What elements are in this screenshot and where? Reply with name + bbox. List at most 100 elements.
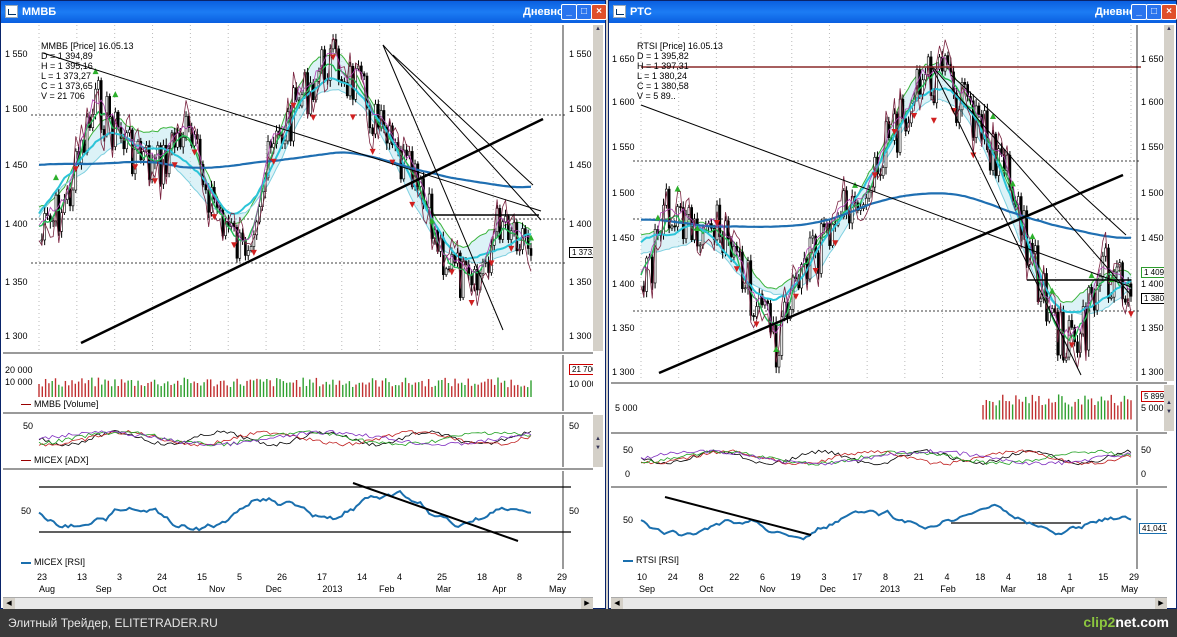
candle-body	[444, 268, 448, 275]
price-pane[interactable]: MMBБ [Price] 16.05.13 D = 1 394,89 H = 1…	[3, 25, 593, 351]
rsi-pane[interactable]: 50 41,041207 RTSI [RSI]	[611, 489, 1167, 569]
scroll-left-icon[interactable]: ◀	[3, 598, 15, 609]
candle-body	[238, 232, 242, 259]
scroll-up-icon[interactable]: ▲	[1164, 25, 1174, 34]
sell-signal-icon	[409, 201, 416, 208]
title-bar[interactable]: ММВБ Дневной _ □ ×	[1, 1, 607, 23]
candle-body	[1039, 298, 1043, 302]
sell-signal-icon	[891, 128, 898, 135]
pane-splitter[interactable]	[611, 382, 1167, 384]
period-selector[interactable]: Дневной	[523, 6, 571, 18]
title-bar[interactable]: РТС Дневной _ □ ×	[609, 1, 1177, 23]
candle-body	[111, 116, 114, 147]
maximize-button[interactable]: □	[1146, 4, 1162, 20]
volume-pane[interactable]: 20 000 10 000 10 000 21 706 ММВБ [Volume…	[3, 355, 593, 411]
y-tick-right: 50	[1141, 445, 1152, 455]
scroll-up-icon[interactable]: ▲	[1164, 399, 1174, 408]
trend-line	[930, 64, 1132, 296]
sell-signal-icon	[270, 158, 277, 165]
y-tick-right: 1 550	[1141, 142, 1164, 152]
adx-scrollbar[interactable]: ▲ ▼	[593, 415, 603, 467]
scroll-down-icon[interactable]: ▼	[593, 444, 603, 453]
scroll-right-icon[interactable]: ▶	[581, 598, 593, 609]
price-pane[interactable]: RTSI [Price] 16.05.13 D = 1 395,82 H = 1…	[611, 25, 1167, 381]
trend-line	[658, 173, 1124, 375]
micex-chart-window[interactable]: ММВБ Дневной _ □ × MMBБ [Price] 16.05.13…	[0, 0, 607, 609]
candle-body	[371, 127, 374, 135]
candle-body	[831, 224, 834, 246]
maximize-button[interactable]: □	[576, 4, 592, 20]
adx-pane[interactable]: 50 0 50 0	[611, 435, 1167, 485]
horizontal-scrollbar[interactable]: ◀ ▶	[3, 597, 593, 609]
rts-chart-window[interactable]: РТС Дневной _ □ × RTSI [Price] 16.05.13 …	[608, 0, 1177, 609]
minimize-button[interactable]: _	[1131, 4, 1147, 20]
candle-body	[650, 256, 654, 284]
scroll-right-icon[interactable]: ▶	[1155, 598, 1167, 609]
candle-body	[780, 316, 784, 356]
rsi-pane[interactable]: 50 50 MICEX [RSI]	[3, 471, 593, 569]
y-tick: 10 000	[5, 377, 33, 387]
candle-body	[1109, 296, 1113, 299]
sell-signal-icon	[1128, 311, 1134, 318]
candle-body	[673, 225, 677, 228]
candle-body	[447, 268, 451, 271]
candle-body	[1101, 255, 1105, 277]
date-day-label: 17	[317, 572, 328, 582]
adx-chart	[38, 415, 564, 467]
ohlc-open: D = 1 395,82	[637, 51, 689, 61]
scroll-down-icon[interactable]: ▼	[1164, 408, 1174, 417]
candle-body	[788, 309, 792, 319]
candle-body	[918, 69, 922, 95]
minimize-button[interactable]: _	[561, 4, 577, 20]
sell-signal-icon	[1068, 342, 1075, 349]
price-scrollbar[interactable]: ▲	[1164, 25, 1174, 381]
date-day-label: 26	[277, 572, 288, 582]
y-tick: 50	[623, 445, 634, 455]
price-scrollbar[interactable]: ▲	[593, 25, 603, 351]
candle-body	[526, 235, 530, 249]
rsi-line	[640, 503, 1132, 541]
close-button[interactable]: ×	[1161, 4, 1177, 20]
adx-pane[interactable]: 50 50 MICEX [ADX]	[3, 415, 593, 467]
candle-body	[102, 129, 106, 136]
candle-body	[241, 232, 244, 241]
candle-body	[696, 218, 699, 247]
pane-splitter[interactable]	[3, 468, 593, 470]
price-label: MMBБ [Price] 16.05.13	[41, 41, 134, 51]
date-day-label: 19	[790, 572, 801, 582]
candle-body	[881, 167, 885, 176]
pane-splitter[interactable]	[611, 432, 1167, 434]
sell-signal-icon	[733, 266, 740, 273]
pane-splitter[interactable]	[3, 412, 593, 414]
sell-signal-icon	[792, 293, 799, 300]
candle-body	[345, 82, 349, 97]
sell-signal-icon	[508, 245, 515, 252]
date-month-label: Nov	[209, 584, 226, 594]
pane-splitter[interactable]	[3, 352, 593, 354]
pane-splitter[interactable]	[611, 486, 1167, 488]
ohlc-close: C = 1 373,65	[41, 81, 93, 91]
buy-signal-icon	[52, 174, 59, 181]
candle-body	[864, 197, 868, 205]
volume-pane[interactable]: 5 000 5 000 5 899	[611, 385, 1167, 431]
volume-scrollbar[interactable]: ▲ ▼	[1164, 385, 1174, 431]
candle-body	[971, 100, 975, 138]
y-tick-right: 1 550	[569, 49, 592, 59]
scroll-left-icon[interactable]: ◀	[611, 598, 623, 609]
candle-body	[255, 221, 259, 236]
date-day-label: 6	[760, 572, 766, 582]
date-month-label: Feb	[940, 584, 956, 594]
candle-body	[777, 355, 781, 368]
buy-signal-icon	[674, 185, 681, 192]
last-rsi-tag: 41,041207	[1139, 523, 1167, 534]
sell-signal-icon	[250, 249, 257, 256]
period-selector[interactable]: Дневной	[1095, 6, 1143, 18]
candle-body	[1098, 276, 1102, 286]
buy-signal-icon	[1009, 180, 1016, 187]
scroll-up-icon[interactable]: ▲	[593, 435, 603, 444]
scroll-up-icon[interactable]: ▲	[593, 25, 603, 34]
buy-signal-icon	[773, 346, 780, 353]
candle-body	[963, 82, 967, 85]
close-button[interactable]: ×	[591, 4, 607, 20]
horizontal-scrollbar[interactable]: ◀ ▶	[611, 597, 1167, 609]
